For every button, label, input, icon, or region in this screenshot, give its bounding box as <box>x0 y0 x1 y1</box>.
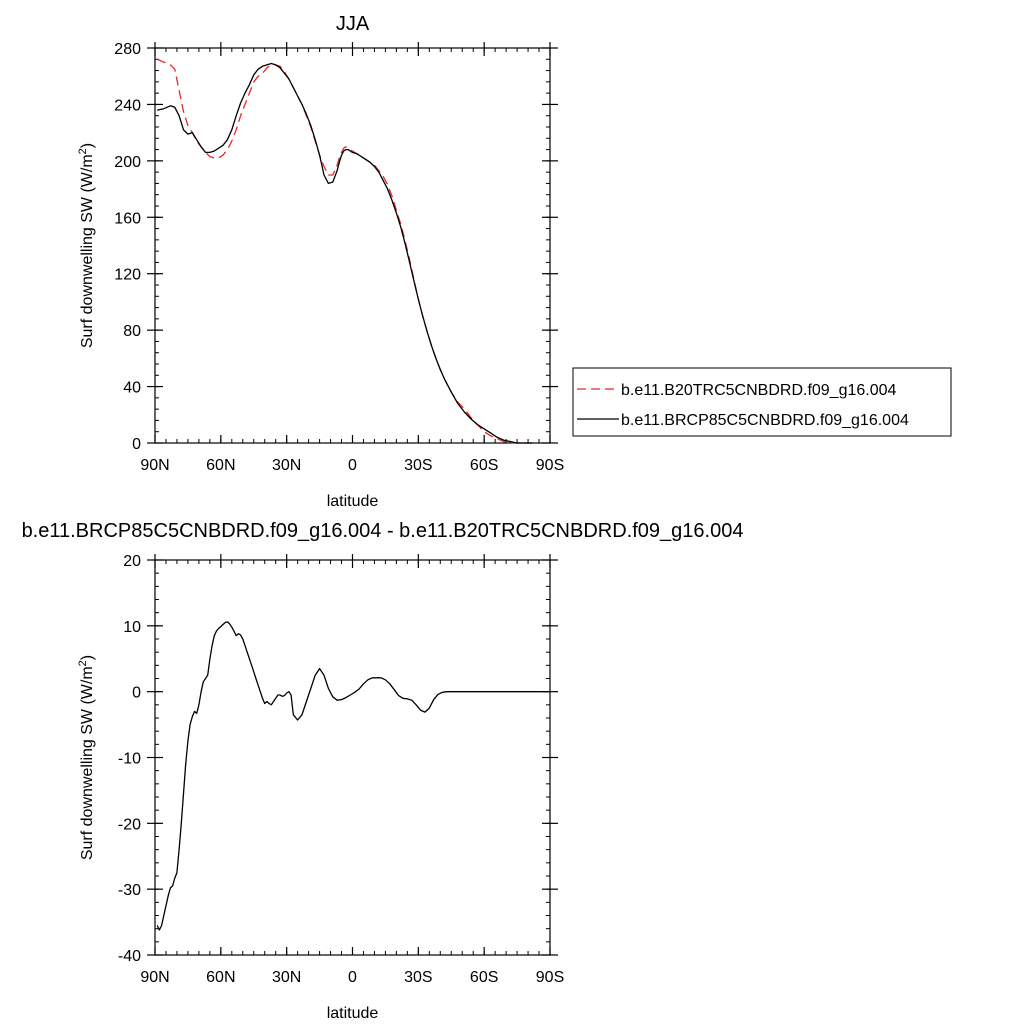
y-tick-label: 240 <box>114 97 141 114</box>
y-tick-label: 200 <box>114 154 141 171</box>
y-tick-label: 10 <box>123 619 141 636</box>
x-tick-label: 0 <box>348 457 357 474</box>
y-tick-label: 0 <box>132 685 141 702</box>
plot-frame <box>154 47 551 444</box>
series-line-1 <box>157 62 533 444</box>
x-tick-label: 30S <box>404 457 432 474</box>
x-axis-label: latitude <box>327 1005 379 1022</box>
x-tick-label: 30N <box>272 969 301 986</box>
x-tick-label: 90S <box>536 969 564 986</box>
y-axis-label: Surf downwelling SW (W/m2) <box>77 655 96 860</box>
x-tick-label: 30N <box>272 457 301 474</box>
legend-box <box>572 367 952 437</box>
y-tick-label: 80 <box>123 323 141 340</box>
plot-frame <box>154 559 551 956</box>
y-axis-label: Surf downwelling SW (W/m2) <box>77 143 96 348</box>
legend: b.e11.B20TRC5CNBDRD.f09_g16.004 b.e11.BRC… <box>572 367 952 437</box>
chart-title: b.e11.BRCP85C5CNBDRD.f09_g16.004 - b.e11… <box>22 520 744 542</box>
y-tick-label: 120 <box>114 267 141 284</box>
y-tick-label: -40 <box>118 948 141 965</box>
y-tick-label: 280 <box>114 41 141 58</box>
top-panel: JJA 90N 60N 30N 0 30S 60S 90S 0 40 80 120 160 200 240 2… <box>77 13 952 510</box>
bottom-panel: b.e11.BRCP85C5CNBDRD.f09_g16.004 - b.e11… <box>22 520 744 1022</box>
y-tick-label: 20 <box>123 553 141 570</box>
x-tick-label: 0 <box>348 969 357 986</box>
x-tick-label: 30S <box>404 969 432 986</box>
x-tick-label: 90S <box>536 457 564 474</box>
x-tick-label: 60S <box>470 457 498 474</box>
y-tick-label: 40 <box>123 380 141 397</box>
series-line-0 <box>156 58 533 444</box>
legend-label: b.e11.B20TRC5CNBDRD.f09_g16.004 <box>621 382 897 399</box>
x-tick-label: 90N <box>140 457 169 474</box>
y-tick-label: -30 <box>118 882 141 899</box>
y-tick-label: 0 <box>132 436 141 453</box>
x-tick-label: 90N <box>140 969 169 986</box>
legend-label: b.e11.BRCP85C5CNBDRD.f09_g16.004 <box>621 412 909 429</box>
chart-title: JJA <box>336 13 370 35</box>
y-tick-label: 160 <box>114 210 141 227</box>
x-tick-label: 60N <box>206 969 235 986</box>
x-axis-label: latitude <box>327 493 379 510</box>
y-tick-label: -10 <box>118 751 141 768</box>
x-tick-label: 60N <box>206 457 235 474</box>
y-tick-label: -20 <box>118 816 141 833</box>
series-line-0 <box>156 621 548 931</box>
x-tick-label: 60S <box>470 969 498 986</box>
